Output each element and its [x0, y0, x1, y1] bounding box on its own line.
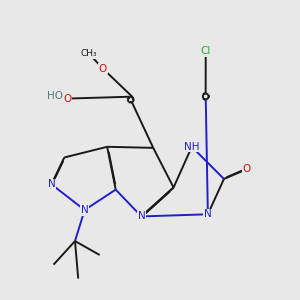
Text: O: O [99, 64, 107, 74]
Text: HO: HO [47, 92, 64, 101]
Text: O: O [63, 94, 72, 103]
Text: CH₃: CH₃ [81, 49, 97, 58]
Text: N: N [48, 179, 55, 189]
Text: N: N [81, 205, 88, 215]
Text: Cl: Cl [200, 46, 211, 56]
Text: N: N [204, 209, 212, 219]
Text: O: O [242, 164, 250, 174]
Text: N: N [138, 212, 145, 221]
Text: NH: NH [184, 142, 200, 152]
